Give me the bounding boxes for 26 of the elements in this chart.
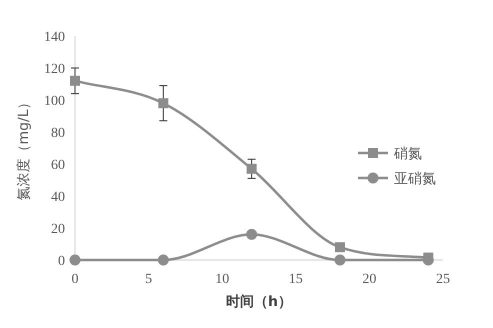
x-tick-label: 25: [436, 272, 450, 287]
point: [423, 252, 434, 263]
y-tick-label: 20: [51, 222, 65, 237]
x-tick-label: 20: [362, 272, 376, 287]
y-tick-label: 80: [51, 126, 65, 141]
y-tick-label: 140: [44, 30, 65, 45]
point: [70, 76, 80, 86]
point: [70, 254, 80, 266]
point: [158, 98, 168, 108]
legend-label: 硝氮: [393, 146, 422, 162]
x-tick-label: 0: [72, 272, 78, 287]
x-tick-label: 15: [288, 272, 303, 287]
x-tick-label: 10: [215, 272, 230, 287]
y-tick-label: 40: [51, 190, 65, 205]
y-tick-label: 100: [44, 94, 65, 109]
x-axis-title: 时间（h）: [226, 294, 292, 310]
point: [246, 164, 257, 174]
y-tick-label: 120: [44, 62, 65, 77]
y-tick-label: 0: [58, 254, 65, 269]
point: [158, 254, 169, 266]
y-tick-label: 60: [51, 158, 65, 173]
point: [334, 242, 345, 252]
legend-label: 亚硝氮: [394, 171, 436, 187]
y-axis-title: 氮浓度（mg/L）: [16, 95, 32, 201]
x-tick-label: 5: [145, 272, 152, 287]
point: [334, 254, 346, 266]
